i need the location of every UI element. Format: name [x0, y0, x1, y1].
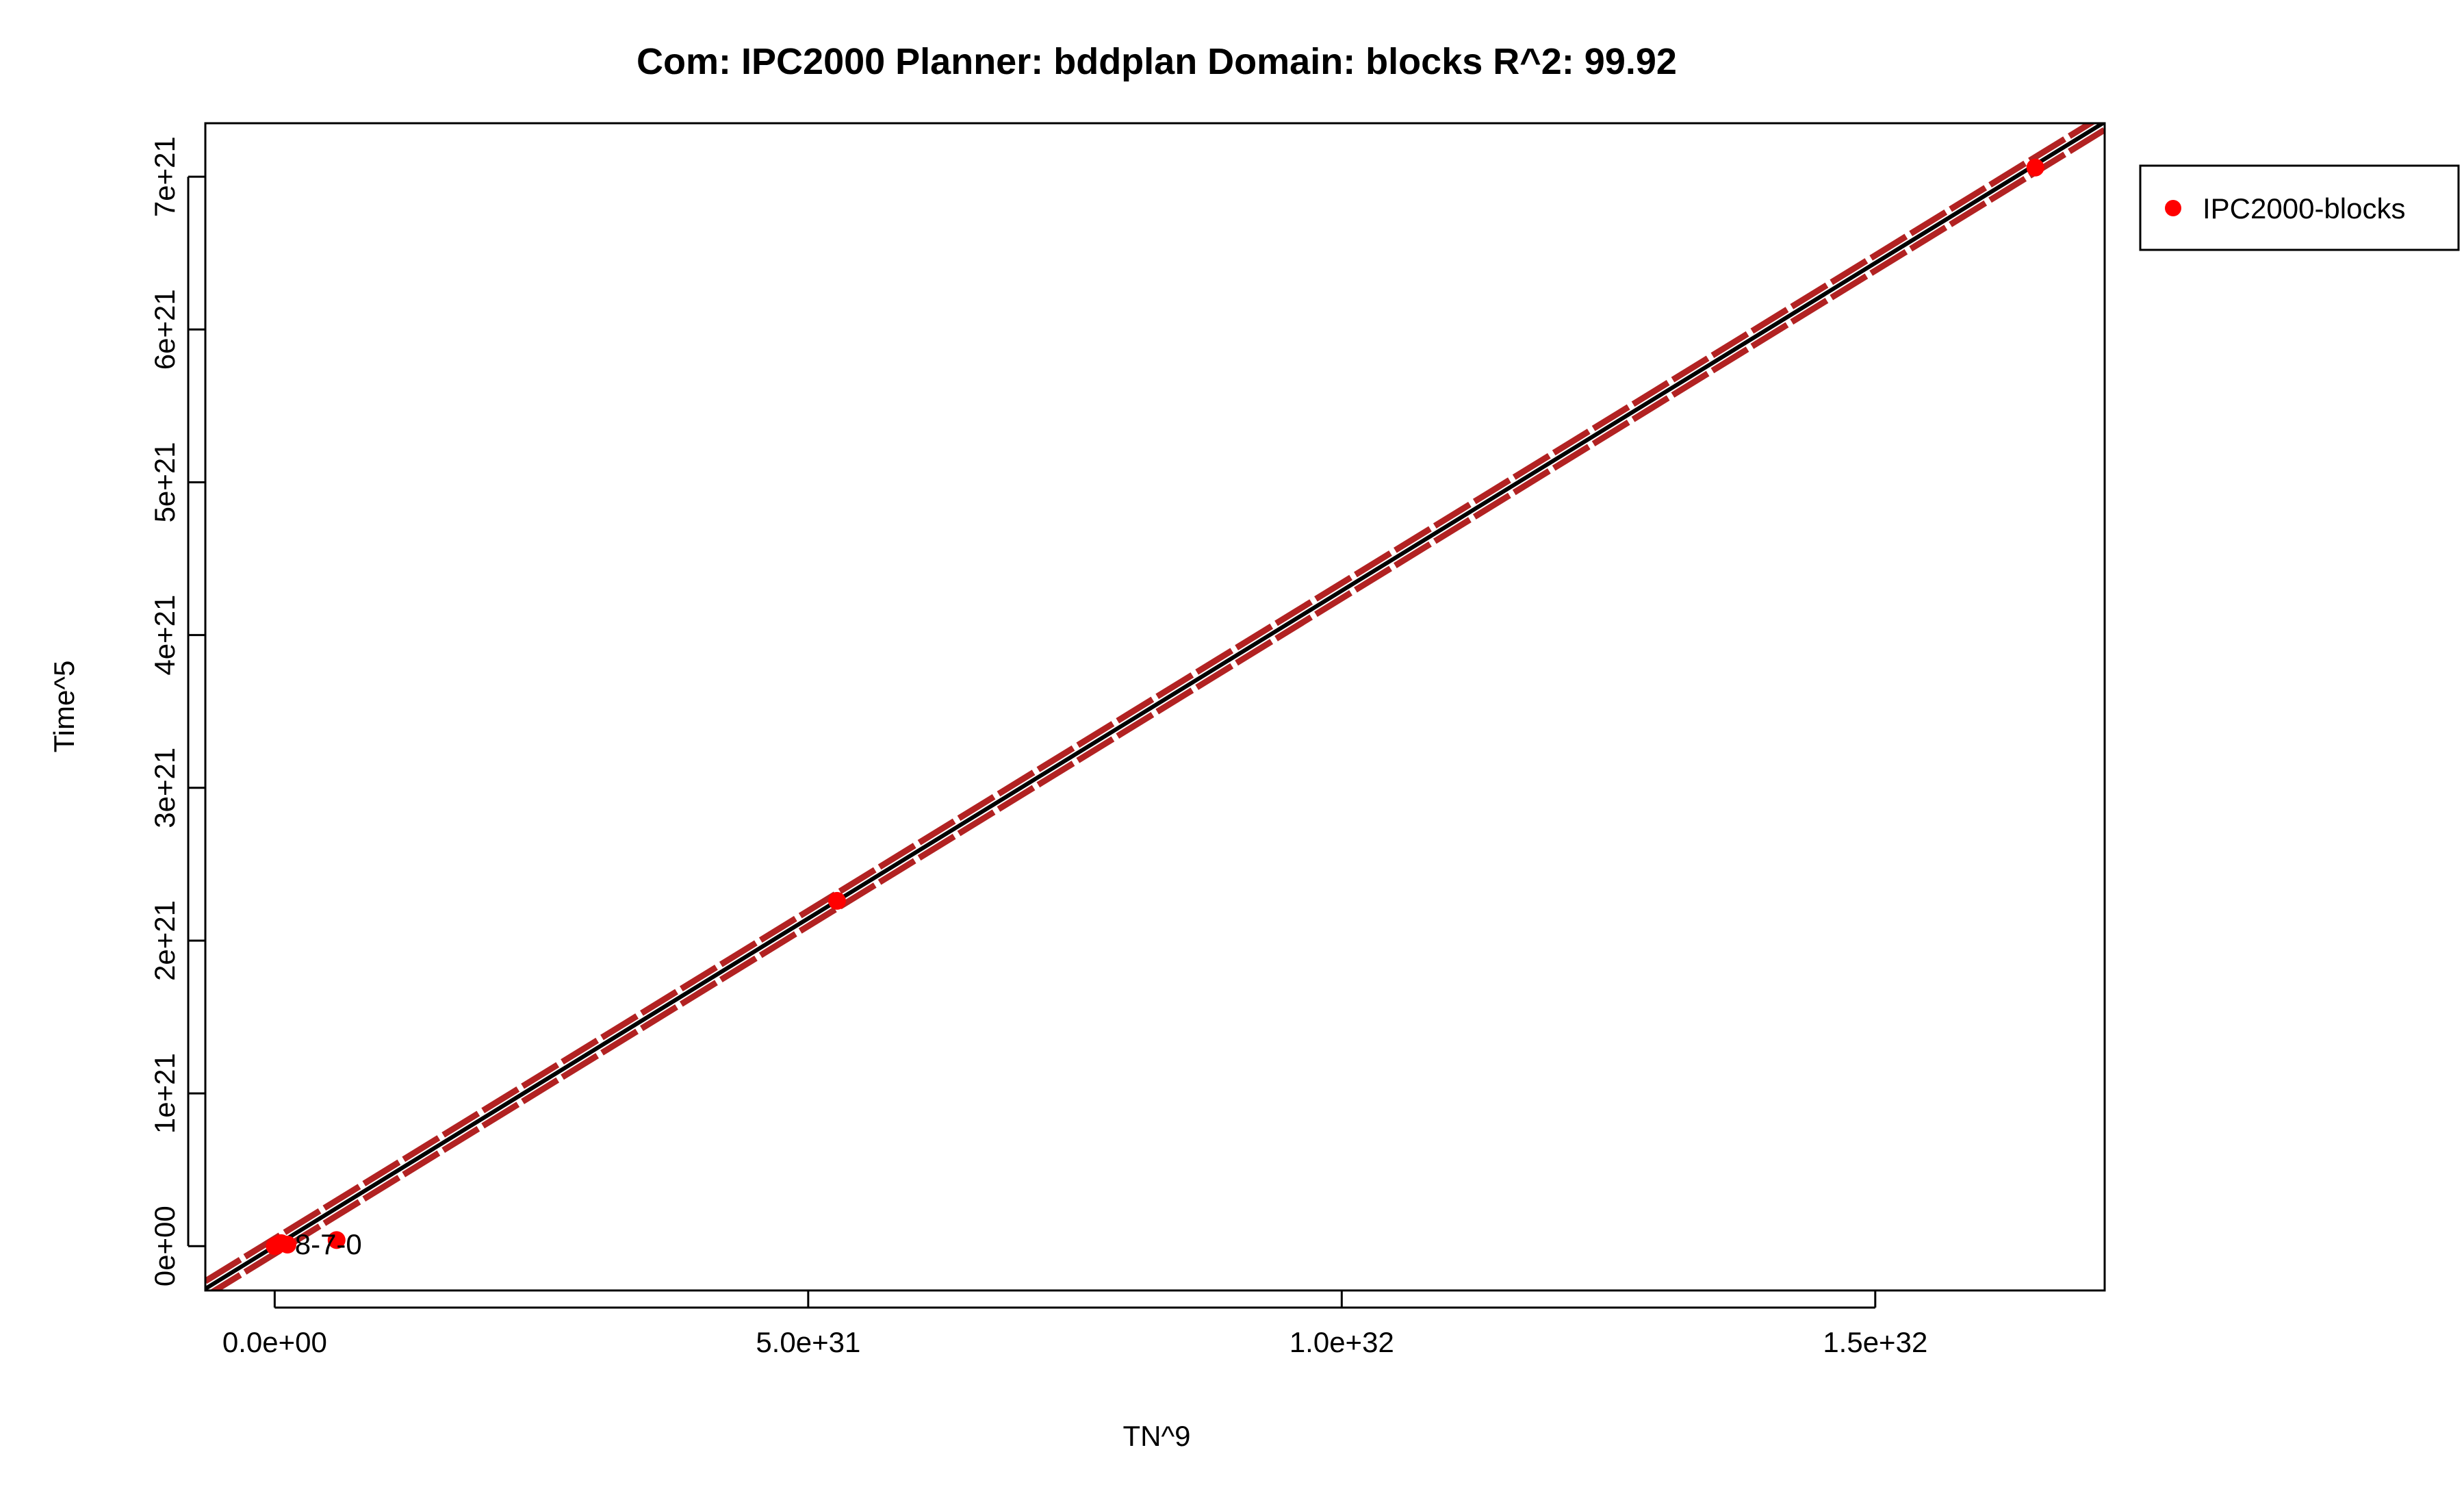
fit-line	[205, 123, 2105, 1290]
data-point	[2026, 158, 2044, 177]
y-tick-label: 3e+21	[149, 748, 181, 828]
annotations: 8-7-0	[295, 1228, 362, 1260]
x-tick-label: 1.5e+32	[1823, 1326, 1927, 1358]
data-point	[327, 1231, 346, 1249]
x-axis-label: TN^9	[1122, 1420, 1190, 1452]
x-tick-label: 1.0e+32	[1289, 1326, 1394, 1358]
point-annotation: 8-7-0	[295, 1228, 362, 1260]
y-tick-label: 1e+21	[149, 1053, 181, 1134]
y-tick-label: 7e+21	[149, 136, 181, 217]
y-tick-label: 4e+21	[149, 595, 181, 676]
plot-frame	[204, 122, 2106, 1292]
plot-area	[205, 123, 2105, 1290]
data-points	[266, 158, 2044, 1256]
data-point	[279, 1236, 297, 1254]
chart-title: Com: IPC2000 Planner: bddplan Domain: bl…	[637, 41, 1677, 82]
y-tick-label: 0e+00	[149, 1206, 181, 1286]
y-tick-label: 5e+21	[149, 442, 181, 522]
data-point	[827, 891, 846, 910]
legend: IPC2000-blocks	[2139, 164, 2460, 251]
legend-entry-label: IPC2000-blocks	[2203, 192, 2405, 225]
legend-box	[2139, 164, 2460, 251]
x-tick-label: 5.0e+31	[756, 1326, 860, 1358]
confidence-band-lower	[209, 127, 2105, 1290]
x-tick-label: 0.0e+00	[222, 1326, 327, 1358]
y-axis-label: Time^5	[48, 661, 80, 753]
legend-marker	[2165, 200, 2181, 216]
y-axis: 0e+00 1e+21 2e+21 3e+21 4e+21 5e+21 6e+21 7e+21	[149, 136, 205, 1286]
y-tick-label: 6e+21	[149, 289, 181, 370]
y-tick-label: 2e+21	[149, 900, 181, 981]
fit-line-group	[205, 123, 2105, 1290]
x-axis: 0.0e+00 5.0e+31 1.0e+32 1.5e+32	[222, 1290, 1927, 1358]
confidence-band-upper	[205, 123, 2096, 1284]
